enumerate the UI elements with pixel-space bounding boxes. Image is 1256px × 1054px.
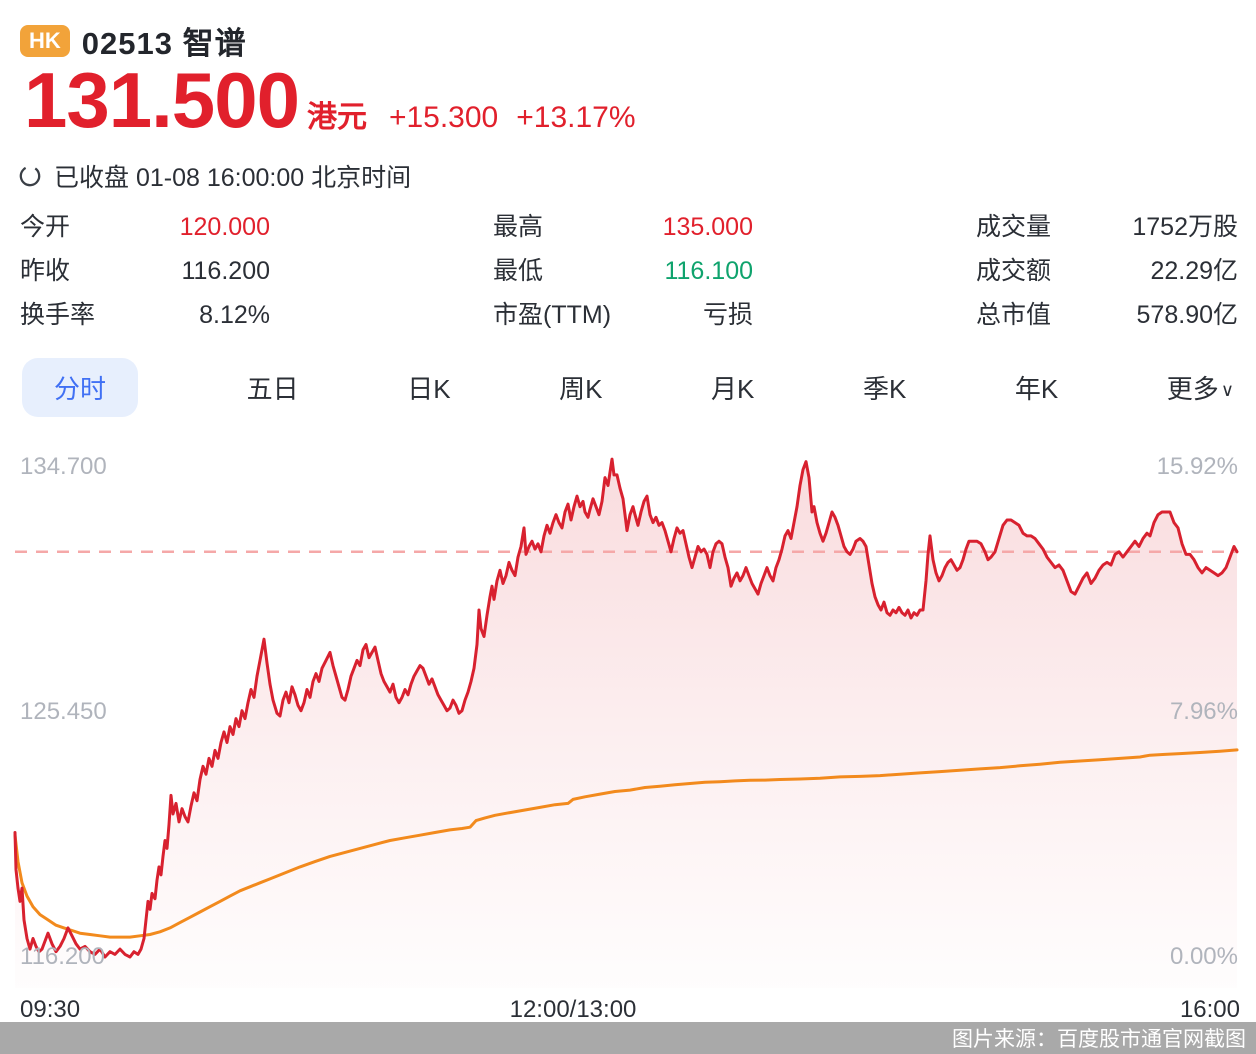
stat-low: 最低 116.100 (493, 257, 753, 285)
refresh-icon[interactable] (16, 162, 44, 190)
y-label-bottom-right: 0.00% (1169, 943, 1238, 970)
stats-column-2: 最高 135.000 最低 116.100 市盈(TTM) 亏损 (493, 205, 753, 337)
avg-line (13, 748, 1239, 939)
market-status-row: 已收盘 01-08 16:00:00 北京时间 (16, 158, 411, 194)
tab-more[interactable]: 更多 ∨ (1166, 373, 1234, 404)
price-row: 131.500 港元 +15.300 +13.17% (24, 58, 636, 142)
price-line (13, 457, 1239, 959)
stat-pe-ttm: 市盈(TTM) 亏损 (493, 301, 753, 329)
change-amount: +15.300 (388, 101, 499, 134)
y-label-top-right: 15.92% (1156, 453, 1238, 480)
chart-period-tabs: 分时 五日 日K 周K 月K 季K 年K 更多 ∨ (0, 357, 1256, 417)
y-label-top-left: 134.700 (20, 453, 107, 480)
stat-amount: 成交额 22.29亿 (976, 257, 1238, 285)
stat-open: 今开 120.000 (20, 213, 270, 241)
stats-column-3: 成交量 1752万股 成交额 22.29亿 总市值 578.90亿 (976, 205, 1238, 337)
tab-daily-k[interactable]: 日K (407, 373, 451, 404)
stat-turnover-rate: 换手率 8.12% (20, 301, 270, 329)
change-percent: +13.17% (516, 101, 636, 134)
chevron-down-icon: ∨ (1220, 379, 1234, 400)
currency-label: 港元 (306, 101, 367, 134)
tab-five-day[interactable]: 五日 (246, 373, 299, 404)
stat-high: 最高 135.000 (493, 213, 753, 241)
tab-quarterly-k[interactable]: 季K (862, 373, 907, 404)
tab-weekly-k[interactable]: 周K (559, 373, 603, 404)
x-label-close: 16:00 (1179, 996, 1240, 1023)
stat-market-cap: 总市值 578.90亿 (976, 301, 1238, 329)
stat-prev-close: 昨收 116.200 (20, 257, 270, 285)
stats-column-1: 今开 120.000 昨收 116.200 换手率 8.12% (20, 205, 270, 337)
x-label-open: 09:30 (20, 996, 81, 1023)
tab-yearly-k[interactable]: 年K (1014, 373, 1059, 404)
stock-code-name: 02513 智谱 (81, 26, 247, 61)
y-label-mid-left: 125.450 (20, 698, 107, 725)
y-label-bottom-left: 116.200 (20, 943, 105, 970)
y-label-mid-right: 7.96% (1169, 698, 1238, 725)
market-status-text: 已收盘 01-08 16:00:00 北京时间 (54, 164, 412, 192)
source-watermark-text: 图片来源：百度股市通官网截图 (952, 1028, 1246, 1051)
stat-volume: 成交量 1752万股 (976, 213, 1238, 241)
current-price: 131.500 (24, 56, 300, 144)
market-badge: HK (20, 24, 70, 57)
tab-monthly-k[interactable]: 月K (711, 373, 755, 404)
x-label-midday: 12:00/13:00 (509, 996, 637, 1023)
tab-minute[interactable]: 分时 (22, 357, 139, 417)
quote-stats-grid: 今开 120.000 昨收 116.200 换手率 8.12% 最高 135.0… (0, 205, 1256, 337)
intraday-chart[interactable] (0, 430, 1256, 1054)
stock-title-row: HK 02513 智谱 (20, 18, 247, 63)
source-watermark-bar: 图片来源：百度股市通官网截图 (0, 1022, 1256, 1054)
price-area-fill (15, 459, 1237, 989)
